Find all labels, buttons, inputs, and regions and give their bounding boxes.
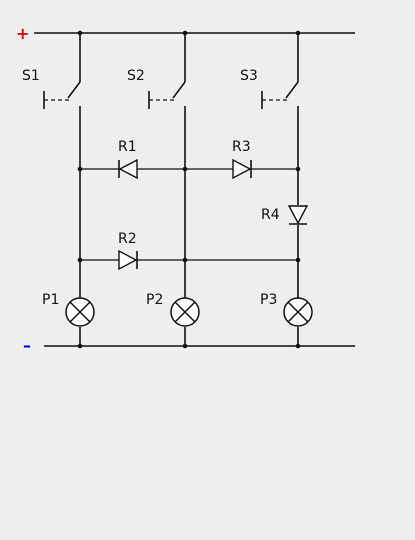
junction-dot [77, 30, 83, 36]
junction-dot [295, 257, 301, 263]
junction-dot [77, 257, 83, 263]
lamp-p2-label: P2 [146, 292, 163, 308]
junction-dot [77, 166, 83, 172]
switch-s1-label: S1 [22, 68, 40, 84]
lamp-p1-label: P1 [42, 292, 59, 308]
switch-s3-label: S3 [240, 68, 258, 84]
diode-r1-label: R1 [118, 139, 137, 155]
switch-s2 [148, 81, 186, 109]
junction-dot [295, 166, 301, 172]
diode-r2-label: R2 [118, 231, 137, 247]
junction-dot [295, 343, 301, 349]
junction-dot [295, 30, 301, 36]
positive-sign: + [16, 24, 29, 43]
switch-s1 [43, 81, 81, 109]
junction-dot [77, 343, 83, 349]
lamp-p3 [283, 297, 313, 327]
switch-s3 [261, 81, 299, 109]
lamp-p1 [65, 297, 95, 327]
diode-r4-label: R4 [261, 207, 280, 223]
diode-r4 [287, 205, 309, 225]
junction-dot [182, 343, 188, 349]
junction-dot [182, 257, 188, 263]
diode-r1 [118, 158, 138, 180]
junction-dot [182, 30, 188, 36]
diode-r2 [118, 249, 138, 271]
negative-sign: – [23, 336, 31, 355]
diode-r3 [232, 158, 252, 180]
diode-r3-label: R3 [232, 139, 251, 155]
lamp-p2 [170, 297, 200, 327]
lamp-p3-label: P3 [260, 292, 277, 308]
junction-dot [182, 166, 188, 172]
switch-s2-label: S2 [127, 68, 145, 84]
